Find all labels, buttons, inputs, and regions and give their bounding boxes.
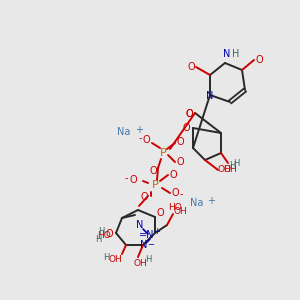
Text: OH: OH <box>133 260 147 268</box>
Text: O: O <box>182 123 190 133</box>
Text: HO: HO <box>97 230 111 239</box>
Text: O: O <box>129 175 137 185</box>
Text: O: O <box>185 109 193 119</box>
Text: =N: =N <box>139 230 155 240</box>
Text: OH: OH <box>223 166 237 175</box>
Text: O: O <box>105 229 113 239</box>
Text: O: O <box>140 192 148 202</box>
Text: H: H <box>232 49 240 59</box>
Text: O: O <box>149 166 157 176</box>
Text: N: N <box>136 220 144 230</box>
Text: HO: HO <box>168 202 182 211</box>
Text: O: O <box>156 208 164 218</box>
Text: −: − <box>148 241 154 250</box>
Text: O: O <box>185 109 193 119</box>
Text: N: N <box>140 240 148 250</box>
Text: O: O <box>187 62 195 72</box>
Text: H: H <box>98 227 104 236</box>
Text: H: H <box>95 236 101 244</box>
Text: OH: OH <box>217 166 231 175</box>
Text: Na: Na <box>190 198 204 208</box>
Text: O: O <box>176 137 184 147</box>
Text: -: - <box>138 133 142 143</box>
Text: O: O <box>176 157 184 167</box>
Text: H: H <box>145 256 151 265</box>
Text: Na: Na <box>117 127 131 137</box>
Text: N: N <box>206 91 214 101</box>
Text: -: - <box>179 189 183 199</box>
Text: OH: OH <box>108 254 122 263</box>
Text: H: H <box>229 161 235 170</box>
Text: P: P <box>152 180 158 190</box>
Text: P: P <box>160 148 167 158</box>
Text: O: O <box>142 135 150 145</box>
Text: O: O <box>169 170 177 180</box>
Text: +: + <box>154 227 160 236</box>
Text: OH: OH <box>173 208 187 217</box>
Text: O: O <box>171 188 179 198</box>
Text: +: + <box>135 125 143 135</box>
Text: H: H <box>103 253 109 262</box>
Text: +: + <box>207 196 215 206</box>
Text: O: O <box>255 55 263 65</box>
Text: -: - <box>124 173 128 183</box>
Text: H: H <box>233 160 239 169</box>
Text: N: N <box>223 49 231 59</box>
